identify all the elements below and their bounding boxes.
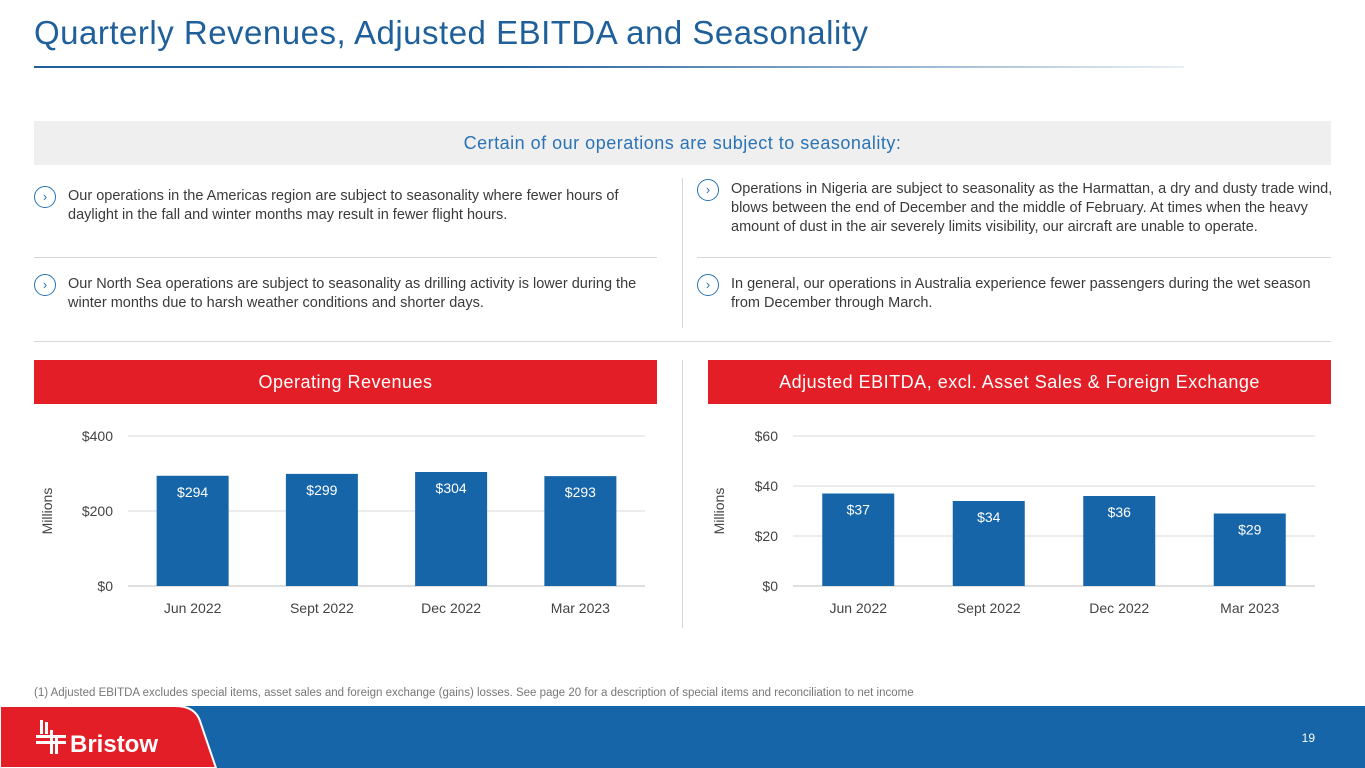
bar xyxy=(822,493,895,586)
data-label: $304 xyxy=(436,480,467,496)
y-tick-label: $0 xyxy=(97,578,113,594)
bar xyxy=(1083,496,1156,586)
adjusted-ebitda-header: Adjusted EBITDA, excl. Asset Sales & For… xyxy=(708,360,1331,404)
divider xyxy=(697,257,1331,258)
data-label: $37 xyxy=(847,502,871,518)
y-tick-label: $200 xyxy=(82,503,113,519)
footer-bar: Bristow xyxy=(0,706,1365,768)
data-label: $34 xyxy=(977,509,1001,525)
title-divider xyxy=(34,66,1184,68)
y-tick-label: $40 xyxy=(755,478,779,494)
x-tick-label: Dec 2022 xyxy=(421,600,481,616)
seasonality-heading: Certain of our operations are subject to… xyxy=(34,121,1331,165)
bullet-text: Our North Sea operations are subject to … xyxy=(68,276,637,311)
y-tick-label: $20 xyxy=(755,528,779,544)
y-axis-label: Millions xyxy=(711,488,727,535)
bullet-text: Our operations in the Americas region ar… xyxy=(68,188,619,223)
x-tick-label: Sept 2022 xyxy=(957,600,1021,616)
logo-panel: Bristow xyxy=(0,706,218,768)
bar xyxy=(415,472,488,586)
divider xyxy=(682,360,683,628)
data-label: $29 xyxy=(1238,522,1262,538)
y-tick-label: $0 xyxy=(762,578,778,594)
divider xyxy=(682,178,683,328)
y-tick-label: $60 xyxy=(755,428,779,444)
x-tick-label: Jun 2022 xyxy=(164,600,222,616)
data-label: $293 xyxy=(565,484,596,500)
x-tick-label: Jun 2022 xyxy=(829,600,887,616)
operating-revenues-chart: $0 $200 $400 Millions $294 Jun 2022 $299 Sept 2… xyxy=(39,428,645,616)
bar xyxy=(544,476,617,586)
y-axis-label: Millions xyxy=(39,488,55,535)
chevron-right-icon: › xyxy=(34,186,56,208)
chevron-right-icon: › xyxy=(697,274,719,296)
bullet-nigeria: › Operations in Nigeria are subject to s… xyxy=(697,179,1337,237)
x-tick-label: Dec 2022 xyxy=(1089,600,1149,616)
bristow-logo-icon: Bristow xyxy=(36,720,158,758)
x-tick-label: Mar 2023 xyxy=(1220,600,1279,616)
bullet-north-sea: › Our North Sea operations are subject t… xyxy=(34,274,664,313)
data-label: $36 xyxy=(1108,504,1132,520)
chevron-right-icon: › xyxy=(34,274,56,296)
bullet-text: In general, our operations in Australia … xyxy=(731,276,1311,311)
x-tick-label: Mar 2023 xyxy=(551,600,610,616)
page-number: 19 xyxy=(1301,731,1315,745)
operating-revenues-header: Operating Revenues xyxy=(34,360,657,404)
bar xyxy=(1213,513,1286,586)
bar xyxy=(285,473,358,586)
bullet-text: Operations in Nigeria are subject to sea… xyxy=(731,181,1333,235)
footnote: (1) Adjusted EBITDA excludes special ite… xyxy=(34,687,914,699)
bullet-australia: › In general, our operations in Australi… xyxy=(697,274,1327,313)
data-label: $294 xyxy=(177,484,208,500)
chevron-right-icon: › xyxy=(697,179,719,201)
logo-text: Bristow xyxy=(70,731,158,758)
divider xyxy=(34,257,657,258)
adjusted-ebitda-chart: $0 $20 $40 $60 Millions $37 Jun 2022 $34 Sept 20… xyxy=(711,428,1315,616)
divider xyxy=(34,341,1331,342)
bullet-americas: › Our operations in the Americas region … xyxy=(34,186,659,225)
y-tick-label: $400 xyxy=(82,428,113,444)
page-title: Quarterly Revenues, Adjusted EBITDA and … xyxy=(34,14,869,51)
data-label: $299 xyxy=(306,482,337,498)
bar xyxy=(952,501,1025,586)
x-tick-label: Sept 2022 xyxy=(290,600,354,616)
bar xyxy=(156,475,229,586)
